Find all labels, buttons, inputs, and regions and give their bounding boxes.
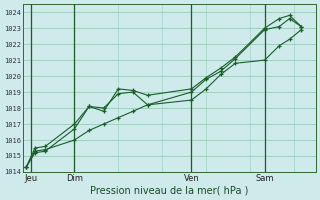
X-axis label: Pression niveau de la mer( hPa ): Pression niveau de la mer( hPa ) bbox=[90, 186, 249, 196]
